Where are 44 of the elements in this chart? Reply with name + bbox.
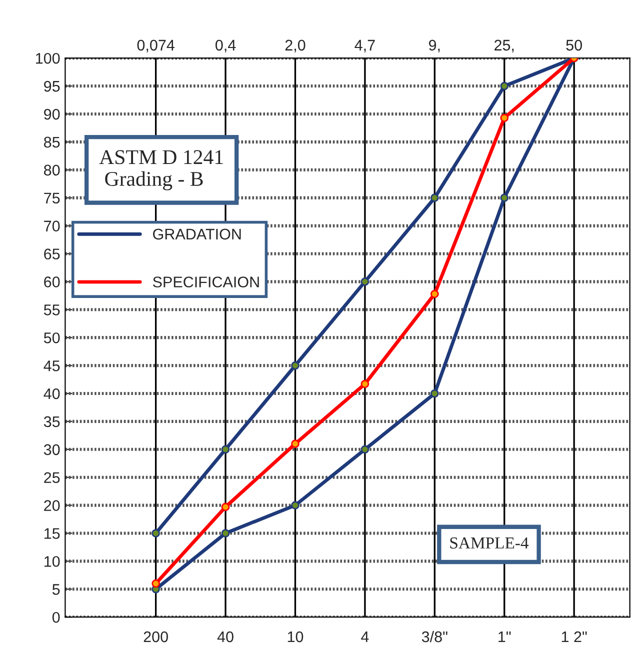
point [500,114,509,122]
x-tick-label: 10 [288,631,304,642]
x-tick-label: 40 [217,631,234,642]
y-tick-label: 20 [44,500,60,511]
y-tick-label: 85 [44,136,60,148]
y-tick-label: 35 [44,416,60,428]
y-tick-label: 0 [52,612,60,623]
y-tick-label: 60 [44,276,60,288]
y-tick-label: 10 [44,556,60,567]
x-tick-label: 3/8" [422,630,448,642]
y-tick-label: 50 [44,332,60,344]
annotation: SAMPLE-4 [450,537,529,549]
point [291,440,300,448]
point [360,380,370,388]
text: 9, [429,40,440,52]
text: 25, [494,40,514,52]
y-tick-label: 55 [44,304,60,316]
y-tick-label: 100 [36,52,60,64]
x-tick-label: 200 [144,631,168,642]
y-tick-label: 75 [44,192,60,204]
text: 4,7 [354,40,375,52]
y-tick-label: 70 [44,220,60,232]
text: 50 [566,40,582,51]
legend-label: GRADATION [153,228,241,240]
y-tick-label: 5 [52,584,60,595]
y-tick-label: 40 [44,388,60,400]
text: 2,0 [285,40,306,52]
y-tick-label: 95 [44,80,60,92]
text: 0,074 [137,40,174,52]
x-tick-label: 1" [498,632,511,642]
point [430,290,439,298]
y-tick-label: 90 [44,108,60,120]
text: 0,4 [216,40,236,52]
y-tick-label: 65 [44,248,60,260]
y-tick-label: 45 [44,360,60,372]
y-tick-label: 15 [44,528,60,539]
y-tick-label: 25 [44,472,60,484]
x-tick-label: 1 2" [562,631,587,642]
y-tick-label: 30 [44,444,60,456]
annotation: ASTM D 1241 Grading - B [99,150,223,190]
point [152,579,160,588]
x-tick-label: 4 [361,632,369,642]
legend-label: SPECIFICAION [152,276,259,288]
y-tick-label: 80 [44,164,60,176]
